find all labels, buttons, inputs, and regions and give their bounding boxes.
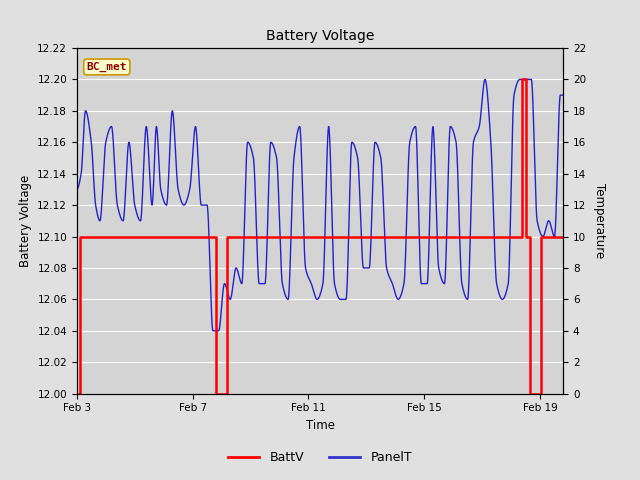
- Text: BC_met: BC_met: [86, 62, 127, 72]
- X-axis label: Time: Time: [305, 419, 335, 432]
- Y-axis label: Temperature: Temperature: [593, 183, 605, 258]
- Text: Battery Voltage: Battery Voltage: [266, 29, 374, 43]
- Legend: BattV, PanelT: BattV, PanelT: [223, 446, 417, 469]
- Y-axis label: Battery Voltage: Battery Voltage: [19, 175, 31, 267]
